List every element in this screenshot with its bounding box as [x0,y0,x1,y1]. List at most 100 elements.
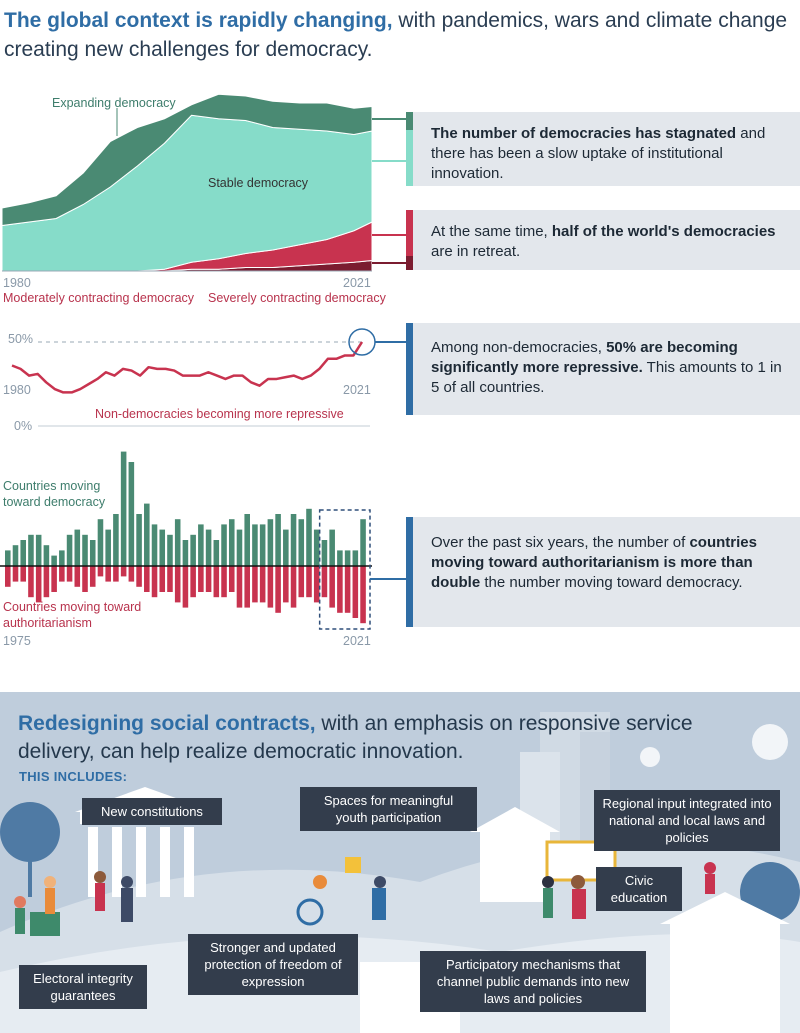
insight-retreat: At the same time, half of the world's de… [413,210,800,270]
bar-up-1980 [43,545,50,566]
bar-up-1985 [82,534,88,566]
bar-down-2009 [267,566,274,608]
callout-participatory: Participatory mechanisms that channel pu… [420,951,646,1012]
section-title-bold: Redesigning social contracts, [18,712,316,735]
bar-down-2021 [360,566,366,624]
connector-stable [372,160,406,162]
label-moderate: Moderately contracting democracy [3,291,195,305]
side-bar-movement [406,517,413,627]
bar-up-2005 [236,529,243,566]
callout-youth: Spaces for meaningful youth participatio… [300,787,477,831]
bar-up-2000 [198,524,204,566]
bar-down-1980 [43,566,50,598]
bar-up-2016 [321,540,328,566]
callout-electoral: Electoral integrity guarantees [19,965,147,1009]
bar-down-1988 [105,566,111,582]
bar-up-1989 [113,514,119,566]
title-rest: with pandemics, wars and climate change … [4,9,788,61]
bar-up-1976 [12,545,19,566]
bar-down-1990 [120,566,127,577]
repression-line-chart [11,328,376,427]
bar-down-2017 [329,566,335,608]
insight-repression-rest: This amounts to 1 in 5 of all countries. [431,359,782,396]
bar-down-1997 [174,566,181,603]
side-bar-repression [406,323,413,415]
bar-down-2015 [313,566,320,603]
label-toward-authoritarianism: Countries moving toward authoritarianism [3,600,142,630]
bar-up-2006 [244,514,250,566]
label-expanding: Expanding democracy [52,96,176,110]
bar-down-2019 [344,566,351,613]
bar-up-1994 [151,524,158,566]
bar-down-1996 [167,566,173,592]
bar-down-1993 [144,566,150,592]
bar-up-2013 [298,519,305,566]
insight-repression: Among non-democracies, 50% are becoming … [413,323,800,415]
line-series-label: Non-democracies becoming more repressive [95,407,344,421]
bar-down-2010 [275,566,281,613]
bar-down-2003 [221,566,227,598]
bar-down-1975 [5,566,11,587]
bar-up-1984 [74,529,81,566]
bar-up-2011 [283,529,289,566]
bar-up-1988 [105,529,111,566]
bar-up-2004 [228,519,235,566]
callout-expression: Stronger and updated protection of freed… [188,934,358,995]
bar-up-1990 [120,451,127,566]
section-title: Redesigning social contracts, with an em… [18,710,698,766]
bar-up-1979 [35,534,42,566]
bar-up-2012 [290,514,297,566]
bar-up-1982 [59,550,65,566]
bar-up-2008 [259,524,266,566]
bar-down-2007 [252,566,258,603]
bar-down-1985 [82,566,88,592]
bar-down-2004 [228,566,235,592]
connector-repression [375,341,407,343]
insight-repression-bold: 50% are becoming significantly more repr… [431,339,738,376]
bar-up-2001 [205,529,212,566]
connector-expanding [372,118,406,120]
bar-down-1991 [128,566,135,582]
repression-line [11,341,364,394]
section-title-rest: with an emphasis on responsive service d… [18,712,693,763]
bar-up-1992 [136,514,142,566]
bar-down-2001 [205,566,212,592]
bar-year-start: 1975 [3,634,31,648]
bar-up-1995 [159,529,166,566]
line-year-start: 1980 [3,383,31,397]
bar-down-2005 [236,566,243,608]
bar-up-2002 [213,540,220,566]
bar-year-end: 2021 [343,634,371,648]
label-stable: Stable democracy [208,176,309,190]
bar-up-1981 [51,555,57,566]
line-label-0: 0% [14,419,33,433]
insight-movement-bold: countries moving toward authoritarianism… [431,534,757,591]
bar-down-1989 [113,566,119,582]
bar-up-2017 [329,529,335,566]
bar-down-2018 [337,566,343,613]
bar-up-2020 [352,550,359,566]
insight-stagnation: The number of democracies has stagnated … [413,112,800,186]
bar-up-1998 [182,540,189,566]
connector-severe [372,262,406,264]
bar-down-1998 [182,566,189,608]
bar-down-1986 [89,566,96,587]
bar-up-2021 [360,519,366,566]
bar-down-1984 [74,566,81,587]
democracy-area-chart [1,93,373,272]
connector-moderate [372,234,406,236]
bar-down-2000 [198,566,204,592]
bar-down-1981 [51,566,57,592]
bar-down-1992 [136,566,142,587]
line-label-50: 50% [8,332,34,346]
bar-up-1996 [167,534,173,566]
side-bar-severe [406,256,413,270]
bar-down-1999 [190,566,196,598]
bar-down-2020 [352,566,359,618]
bar-up-2003 [221,524,227,566]
bar-down-2008 [259,566,266,603]
insight-movement: Over the past six years, the number of c… [413,517,800,627]
insight-movement-pre: Over the past six years, the number of [431,534,690,551]
side-bar-stable [406,130,413,186]
bar-up-2015 [313,529,320,566]
